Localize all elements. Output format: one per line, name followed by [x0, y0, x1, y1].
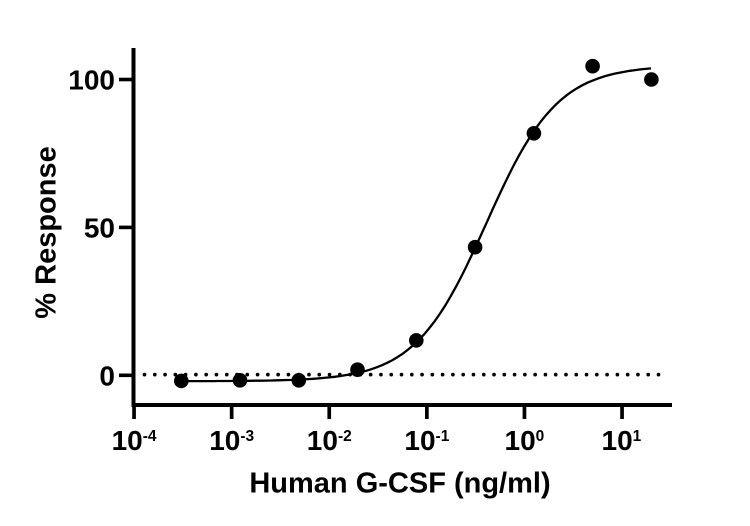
svg-text:100: 100: [68, 65, 115, 96]
svg-text:0: 0: [99, 361, 115, 392]
svg-text:Human G-CSF (ng/ml): Human G-CSF (ng/ml): [249, 467, 550, 499]
svg-text:% Response: % Response: [31, 146, 63, 318]
svg-text:50: 50: [84, 213, 115, 244]
